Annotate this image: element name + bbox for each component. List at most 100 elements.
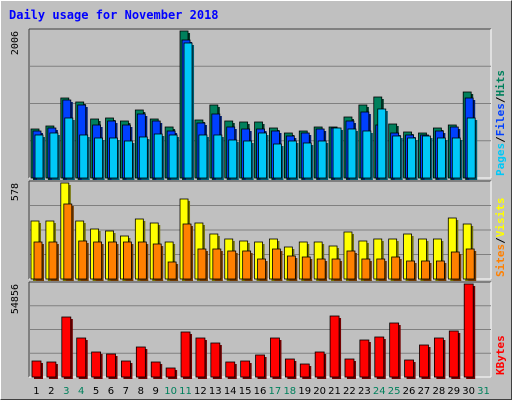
bar-kbytes-day-12 xyxy=(195,337,207,379)
bar-pages-day-11-body xyxy=(183,42,193,179)
bar-sites-day-5 xyxy=(93,241,104,281)
bar-sites-day-11 xyxy=(182,223,194,281)
bar-kbytes-day-1 xyxy=(31,360,43,379)
bar-pages-day-26 xyxy=(407,137,418,180)
bar-sites-day-19 xyxy=(301,256,313,281)
bar-kbytes-day-29-body xyxy=(448,330,459,378)
bar-kbytes-day-18-body xyxy=(284,358,295,378)
bar-pages-day-21-body xyxy=(332,127,342,179)
bar-sites-day-17-body xyxy=(272,248,281,280)
bar-sites-day-14-body xyxy=(227,250,237,280)
bar-kbytes-day-3-body xyxy=(61,316,72,378)
bar-pages-day-13 xyxy=(213,134,224,180)
bar-pages-day-14-body xyxy=(228,139,238,179)
visits-panel-legend-part: Sites xyxy=(494,244,507,277)
bar-sites-day-14 xyxy=(227,250,238,281)
bar-sites-day-26-body xyxy=(406,260,415,280)
bar-sites-day-22-body xyxy=(346,250,356,280)
bar-kbytes-day-17-body xyxy=(270,337,280,378)
bar-sites-day-6 xyxy=(108,241,119,281)
bar-sites-day-13-body xyxy=(212,248,222,280)
visits-panel-legend-part: Visits xyxy=(494,198,507,238)
bar-kbytes-day-15 xyxy=(240,360,252,379)
bar-sites-day-2-body xyxy=(48,241,58,280)
bar-sites-day-15-body xyxy=(242,250,252,280)
bar-kbytes-day-6 xyxy=(106,353,118,379)
bar-sites-day-28-body xyxy=(435,260,445,280)
bar-pages-day-2 xyxy=(49,132,60,180)
bar-kbytes-day-9 xyxy=(150,361,163,379)
x-tick-label-day-27: 27 xyxy=(418,386,431,397)
bar-kbytes-day-3 xyxy=(61,316,73,379)
x-tick-label-day-8: 8 xyxy=(138,386,144,397)
bar-kbytes-day-14 xyxy=(225,361,237,379)
x-tick-label-day-22: 22 xyxy=(343,386,356,397)
bar-pages-day-7-body xyxy=(124,140,133,179)
bar-kbytes-day-1-body xyxy=(31,360,42,378)
kbytes-panel-ymax-label: 54856 xyxy=(10,284,21,314)
bar-pages-day-8-body xyxy=(138,136,148,179)
bar-kbytes-day-16-body xyxy=(255,354,265,378)
bar-sites-day-18-body xyxy=(286,255,296,280)
hits-panel-ymax-label: 2006 xyxy=(10,31,21,55)
bar-sites-day-30-body xyxy=(465,248,475,280)
bar-kbytes-day-13-body xyxy=(210,342,221,378)
bar-sites-day-26 xyxy=(406,260,417,281)
bar-pages-day-16 xyxy=(258,132,269,180)
bar-kbytes-day-27 xyxy=(419,344,431,379)
bar-sites-day-4 xyxy=(78,240,89,281)
bar-sites-day-6-body xyxy=(108,241,117,280)
x-tick-label-day-12: 12 xyxy=(194,386,207,397)
bar-sites-day-3 xyxy=(63,203,74,281)
bar-kbytes-day-28 xyxy=(433,337,446,379)
bar-kbytes-day-29 xyxy=(448,330,461,379)
bar-pages-day-21 xyxy=(332,127,344,180)
bar-pages-day-29-body xyxy=(451,137,461,179)
visits-panel-legend-part: / xyxy=(494,237,507,244)
x-tick-label-day-25: 25 xyxy=(388,386,401,397)
bar-kbytes-day-7-body xyxy=(121,360,131,378)
bar-sites-day-25 xyxy=(391,256,402,281)
bar-pages-day-19 xyxy=(302,142,314,180)
bar-sites-day-10-body xyxy=(167,261,177,280)
x-tick-label-day-4: 4 xyxy=(78,386,84,397)
x-tick-label-day-14: 14 xyxy=(224,386,237,397)
bar-sites-day-18 xyxy=(286,255,298,281)
x-tick-label-day-6: 6 xyxy=(108,386,114,397)
bar-sites-day-8-body xyxy=(137,241,147,280)
bar-sites-day-16 xyxy=(257,258,268,281)
bar-pages-day-15-body xyxy=(243,140,253,179)
bar-pages-day-9 xyxy=(153,133,165,180)
bar-kbytes-day-16 xyxy=(255,354,267,379)
bar-kbytes-day-23 xyxy=(359,339,371,379)
bar-kbytes-day-11 xyxy=(180,331,193,379)
bar-kbytes-day-17 xyxy=(270,337,282,379)
x-tick-label-day-30: 30 xyxy=(462,386,475,397)
x-tick-label-day-28: 28 xyxy=(432,386,445,397)
bar-pages-day-24-body xyxy=(377,108,387,179)
bar-sites-day-13 xyxy=(212,248,223,281)
x-tick-label-day-16: 16 xyxy=(254,386,267,397)
bar-kbytes-day-9-body xyxy=(150,361,161,378)
bar-kbytes-day-11-body xyxy=(180,331,191,378)
bar-sites-day-12 xyxy=(197,248,208,281)
bar-kbytes-day-21 xyxy=(329,315,342,379)
bar-kbytes-day-2 xyxy=(46,361,58,379)
bar-pages-day-15 xyxy=(243,140,254,180)
bar-pages-day-27 xyxy=(422,135,433,180)
bar-kbytes-day-8-body xyxy=(135,346,146,378)
bar-sites-day-29-body xyxy=(450,251,460,280)
bar-kbytes-day-25 xyxy=(389,322,401,379)
bar-sites-day-7 xyxy=(123,241,134,281)
bar-pages-day-22-body xyxy=(347,128,357,179)
bar-pages-day-1-body xyxy=(34,134,44,179)
bar-kbytes-day-27-body xyxy=(419,344,429,378)
bar-pages-day-2-body xyxy=(49,132,59,179)
hits-panel-legend-part: Files xyxy=(494,103,507,136)
bar-pages-day-25 xyxy=(392,135,403,180)
bar-pages-day-14 xyxy=(228,139,239,180)
bar-sites-day-3-body xyxy=(63,203,73,280)
bar-pages-day-30 xyxy=(466,117,478,180)
kbytes-panel-legend: KBytes xyxy=(494,335,507,375)
